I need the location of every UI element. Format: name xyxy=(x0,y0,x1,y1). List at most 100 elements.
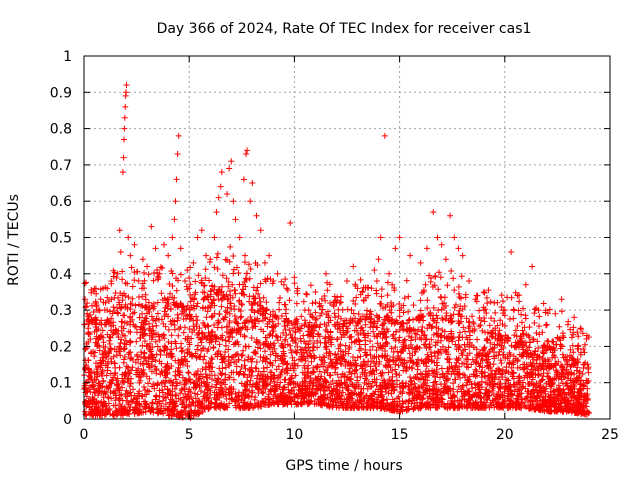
data-point xyxy=(445,356,452,363)
data-point xyxy=(222,342,229,349)
data-point xyxy=(125,294,132,301)
data-point xyxy=(174,311,181,318)
data-point xyxy=(226,338,233,345)
data-point xyxy=(195,410,202,417)
data-point xyxy=(426,321,433,328)
data-point xyxy=(275,320,282,327)
data-point xyxy=(128,264,135,271)
data-point xyxy=(235,269,242,276)
data-point xyxy=(239,352,246,359)
data-point xyxy=(330,303,337,310)
data-point xyxy=(368,383,375,390)
data-point xyxy=(244,147,251,154)
data-point xyxy=(301,362,308,369)
data-point xyxy=(180,329,187,336)
data-point xyxy=(529,401,536,408)
data-point xyxy=(178,348,185,355)
data-point xyxy=(257,345,264,352)
data-point xyxy=(83,378,90,385)
data-point xyxy=(456,294,463,301)
data-point xyxy=(224,190,231,197)
data-point xyxy=(194,317,201,324)
data-point xyxy=(555,382,562,389)
data-point xyxy=(208,376,215,383)
data-point xyxy=(373,366,380,373)
data-point xyxy=(216,311,223,318)
data-point xyxy=(450,275,457,282)
data-point xyxy=(496,367,503,374)
data-point xyxy=(472,366,479,373)
data-point xyxy=(173,287,180,294)
data-point xyxy=(412,373,419,380)
data-point xyxy=(146,375,153,382)
data-point xyxy=(367,338,374,345)
data-point xyxy=(108,395,115,402)
data-point xyxy=(434,339,441,346)
data-point xyxy=(434,330,441,337)
data-point xyxy=(227,243,234,250)
data-point xyxy=(485,365,492,372)
data-point xyxy=(83,393,90,400)
data-point xyxy=(124,378,131,385)
data-point xyxy=(488,367,495,374)
data-point xyxy=(428,336,435,343)
data-point xyxy=(257,227,264,234)
data-point xyxy=(405,389,412,396)
data-point xyxy=(266,252,273,259)
data-point xyxy=(85,365,92,372)
data-point xyxy=(154,310,161,317)
data-point xyxy=(551,398,558,405)
data-point xyxy=(116,364,123,371)
data-point xyxy=(455,283,462,290)
data-point xyxy=(276,306,283,313)
data-point xyxy=(233,363,240,370)
data-point xyxy=(126,370,133,377)
data-point xyxy=(542,360,549,367)
data-point xyxy=(95,399,102,406)
data-point xyxy=(226,392,233,399)
data-point xyxy=(527,393,534,400)
data-point xyxy=(540,349,547,356)
data-point xyxy=(409,381,416,388)
data-point xyxy=(239,301,246,308)
data-point xyxy=(211,322,218,329)
data-point xyxy=(103,402,110,409)
data-point xyxy=(434,355,441,362)
data-point xyxy=(194,391,201,398)
data-point xyxy=(475,381,482,388)
data-point xyxy=(499,298,506,305)
data-point xyxy=(158,290,165,297)
data-point xyxy=(301,307,308,314)
data-point xyxy=(128,367,135,374)
data-point xyxy=(553,367,560,374)
data-point xyxy=(346,344,353,351)
data-point xyxy=(346,365,353,372)
data-point xyxy=(240,176,247,183)
data-point xyxy=(181,324,188,331)
data-point xyxy=(316,333,323,340)
data-point xyxy=(461,328,468,335)
data-point xyxy=(143,373,150,380)
data-point xyxy=(369,343,376,350)
data-point xyxy=(164,391,171,398)
data-point xyxy=(558,308,565,315)
data-point xyxy=(443,312,450,319)
data-point xyxy=(332,365,339,372)
data-point xyxy=(516,298,523,305)
data-point xyxy=(343,396,350,403)
data-point xyxy=(389,332,396,339)
data-point xyxy=(477,322,484,329)
data-point xyxy=(129,283,136,290)
data-point xyxy=(209,328,216,335)
data-point xyxy=(156,387,163,394)
data-point xyxy=(357,276,364,283)
data-point xyxy=(348,339,355,346)
data-point xyxy=(307,282,314,289)
data-point xyxy=(508,294,515,301)
data-point xyxy=(168,332,175,339)
data-point xyxy=(176,325,183,332)
data-point xyxy=(123,363,130,370)
data-point xyxy=(216,365,223,372)
data-point xyxy=(140,383,147,390)
data-point xyxy=(237,314,244,321)
